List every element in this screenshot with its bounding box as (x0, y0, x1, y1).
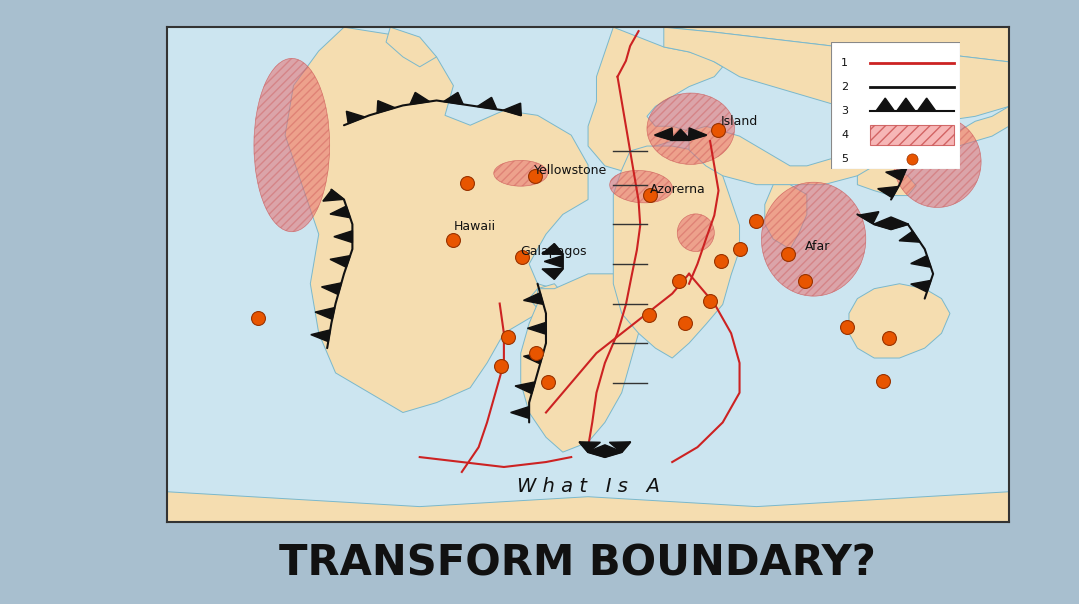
Polygon shape (889, 152, 907, 164)
Polygon shape (689, 106, 1009, 185)
Polygon shape (523, 352, 544, 364)
Polygon shape (529, 284, 563, 309)
Polygon shape (890, 217, 909, 230)
Polygon shape (503, 103, 521, 115)
Polygon shape (410, 92, 429, 104)
Polygon shape (323, 190, 344, 201)
Text: TRANSFORM BOUNDARY?: TRANSFORM BOUNDARY? (278, 542, 876, 585)
Polygon shape (917, 98, 935, 111)
Polygon shape (510, 406, 529, 419)
Text: 4: 4 (842, 130, 848, 140)
Polygon shape (664, 27, 1009, 62)
Polygon shape (849, 284, 950, 358)
Text: 5: 5 (842, 154, 848, 164)
Polygon shape (579, 442, 600, 452)
Text: Yellowstone: Yellowstone (534, 164, 607, 178)
Polygon shape (688, 128, 707, 140)
Polygon shape (876, 98, 894, 111)
Polygon shape (911, 255, 931, 268)
Text: Azorerna: Azorerna (651, 183, 706, 196)
Bar (870, 125, 954, 145)
Text: Hawaii: Hawaii (453, 220, 495, 233)
Text: Galapagos: Galapagos (521, 245, 587, 257)
Polygon shape (315, 307, 334, 320)
Polygon shape (886, 169, 906, 181)
Polygon shape (443, 92, 463, 104)
Polygon shape (544, 255, 563, 268)
Polygon shape (604, 445, 623, 457)
Text: Afar: Afar (805, 240, 831, 252)
Polygon shape (542, 269, 563, 279)
Polygon shape (330, 255, 351, 268)
Polygon shape (311, 330, 330, 342)
Ellipse shape (893, 117, 981, 207)
Polygon shape (877, 187, 899, 198)
Polygon shape (911, 280, 931, 292)
Polygon shape (664, 27, 1009, 121)
Polygon shape (670, 129, 691, 140)
Text: Island: Island (721, 115, 759, 128)
Ellipse shape (762, 182, 865, 296)
Polygon shape (859, 211, 879, 223)
Polygon shape (477, 97, 496, 109)
Ellipse shape (494, 161, 548, 186)
Polygon shape (588, 27, 723, 171)
Polygon shape (610, 442, 630, 452)
Polygon shape (523, 293, 544, 304)
Polygon shape (613, 146, 739, 358)
Polygon shape (333, 231, 353, 243)
Text: 1: 1 (842, 57, 848, 68)
Ellipse shape (610, 170, 672, 203)
Polygon shape (899, 231, 920, 242)
Polygon shape (587, 445, 605, 457)
Ellipse shape (254, 59, 330, 232)
Polygon shape (515, 382, 535, 394)
Polygon shape (528, 323, 546, 334)
Polygon shape (874, 217, 891, 230)
Text: 3: 3 (842, 106, 848, 116)
Polygon shape (897, 98, 915, 111)
Polygon shape (886, 137, 906, 148)
Text: W h a t   I s   A: W h a t I s A (517, 477, 659, 496)
Polygon shape (542, 244, 563, 254)
Polygon shape (330, 206, 351, 218)
Polygon shape (655, 128, 673, 140)
Polygon shape (167, 492, 1009, 522)
Polygon shape (377, 101, 395, 113)
Polygon shape (858, 166, 916, 196)
Polygon shape (285, 27, 588, 413)
Polygon shape (521, 274, 647, 452)
Polygon shape (765, 185, 807, 249)
Ellipse shape (647, 93, 735, 164)
Polygon shape (346, 111, 365, 124)
Ellipse shape (678, 214, 714, 251)
Polygon shape (322, 283, 341, 295)
Polygon shape (386, 27, 437, 67)
Text: 2: 2 (842, 82, 848, 92)
